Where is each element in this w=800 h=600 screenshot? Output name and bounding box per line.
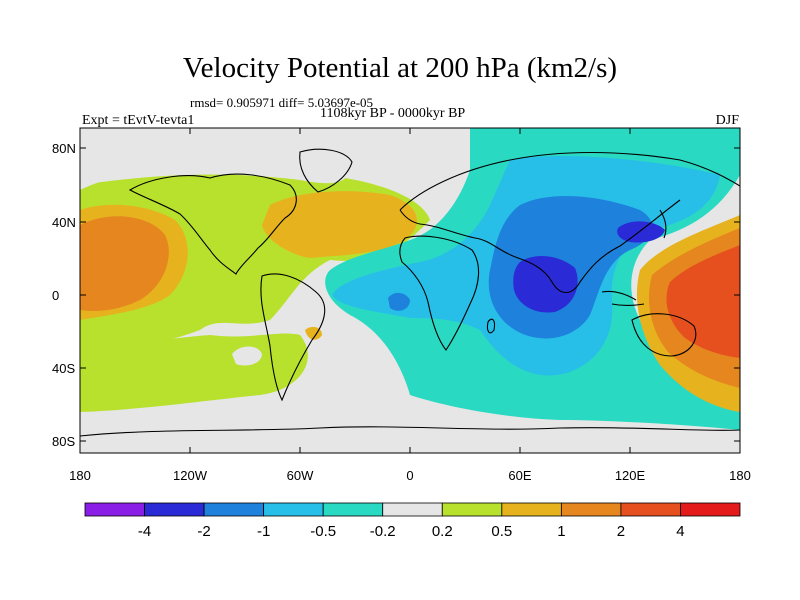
- contour-negative-deep-japan: [617, 221, 665, 243]
- colorbar-swatch: [144, 502, 205, 517]
- lat-tick-label: 40N: [52, 215, 76, 230]
- lat-tick-label: 80N: [52, 141, 76, 156]
- contour-negative-deep: [513, 256, 578, 313]
- colorbar-label: 0.2: [432, 523, 453, 540]
- colorbar-swatch: [501, 502, 562, 517]
- lon-tick-label: 60W: [287, 468, 314, 483]
- lat-tick-label: 0: [52, 288, 59, 303]
- coast-eurasia: [399, 151, 740, 294]
- coast-greenland: [299, 148, 353, 193]
- axis-tick-labels: 180 120W 60W 0 60E 120E 180 80N 40N 0 40S 80S: [52, 141, 751, 483]
- coast-japan: [659, 209, 667, 239]
- colorbar-swatch: [84, 502, 145, 517]
- colorbar-swatch: [203, 502, 265, 517]
- map-title: Velocity Potential at 200 hPa (km2/s): [182, 52, 618, 84]
- colorbar-label: 2: [617, 523, 625, 540]
- coast-indonesia: [601, 290, 645, 307]
- coastlines: [80, 148, 740, 437]
- coast-north-america: [128, 173, 297, 275]
- colorbar-label: -0.5: [310, 523, 336, 540]
- colorbar-label: -1: [257, 523, 270, 540]
- colorbar-swatch: [382, 502, 443, 517]
- colorbar-label: -4: [138, 523, 151, 540]
- contour-pacific-strong: [80, 216, 169, 311]
- contour-negative-mid-west: [388, 292, 410, 311]
- contour-patch-south-america: [305, 326, 322, 340]
- velocity-potential-field: [80, 128, 740, 453]
- axis-ticks: [79, 128, 741, 453]
- season-label: DJF: [715, 113, 739, 128]
- coast-south-america: [260, 273, 326, 402]
- stats-text: rmsd= 0.905971 diff= 5.03697e-05: [190, 95, 374, 110]
- colorbar-swatch: [263, 502, 324, 517]
- lon-tick-label: 180: [69, 468, 91, 483]
- colorbar-swatch: [620, 502, 681, 517]
- coast-antarctica: [80, 426, 740, 437]
- colorbar-swatch: [441, 502, 503, 517]
- coast-australia: [631, 313, 697, 357]
- contour-positive-wpac-red: [666, 245, 740, 358]
- colorbar-label: -0.2: [370, 523, 396, 540]
- colorbar-label: 4: [676, 523, 684, 540]
- experiment-label: Expt = tEvtV-tevta1: [82, 113, 195, 128]
- lat-tick-label: 80S: [52, 434, 75, 449]
- contour-neutral-north-pacific: [80, 140, 347, 185]
- lon-tick-label: 0: [406, 468, 413, 483]
- colorbar-label: 0.5: [491, 523, 512, 540]
- colorbar-swatch: [680, 502, 741, 517]
- lon-tick-label: 120E: [615, 468, 646, 483]
- colorbar-labels: -4 -2 -1 -0.5 -0.2 0.2 0.5 1 2 4: [138, 523, 685, 540]
- colorbar-swatch: [560, 502, 622, 517]
- lon-tick-label: 60E: [508, 468, 531, 483]
- lat-tick-label: 40S: [52, 361, 75, 376]
- colorbar-swatch: [322, 502, 384, 517]
- lon-tick-label: 120W: [173, 468, 208, 483]
- coast-africa: [399, 235, 480, 351]
- colorbar: [84, 502, 741, 517]
- colorbar-label: -2: [197, 523, 210, 540]
- colorbar-label: 1: [557, 523, 565, 540]
- period-text: 1108kyr BP - 0000kyr BP: [320, 106, 466, 121]
- contour-positive-atlantic: [262, 191, 417, 258]
- contour-patch-neutral-south: [232, 346, 262, 366]
- coast-madagascar: [486, 318, 496, 334]
- lon-tick-label: 180: [729, 468, 751, 483]
